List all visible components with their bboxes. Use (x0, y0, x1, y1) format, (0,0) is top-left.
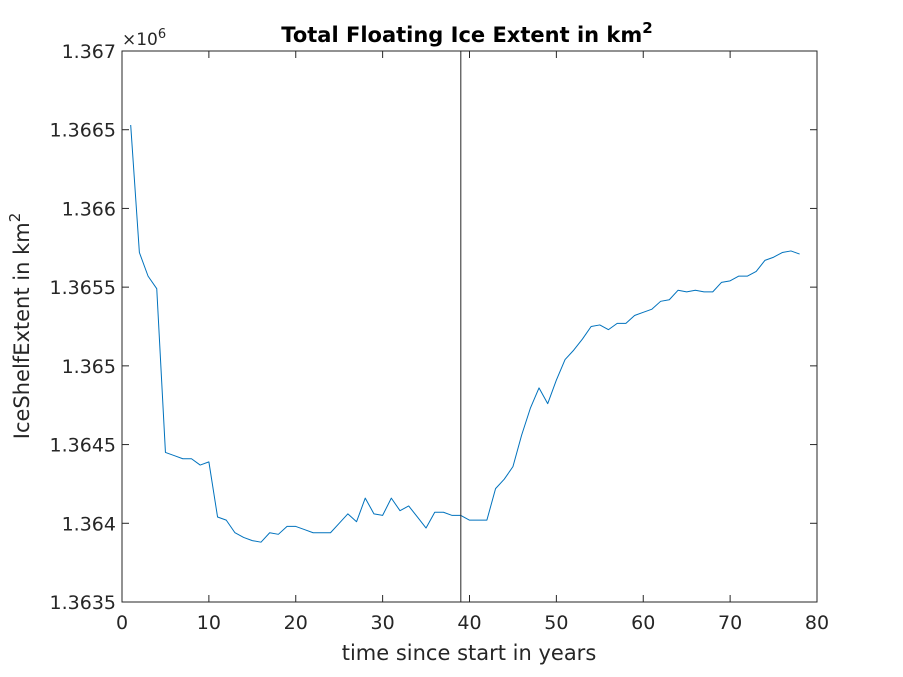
series-line (130, 124, 800, 543)
series-layer (130, 124, 800, 543)
x-tick-label: 60 (631, 612, 655, 634)
plot-area-frame (121, 50, 818, 603)
y-exponent-label: ×106 (122, 27, 166, 50)
y-axis-label-superscript: 2 (6, 213, 24, 223)
y-tick-label: 1.3645 (50, 435, 116, 457)
y-exponent-base: ×10 (122, 30, 158, 50)
x-tick-label: 0 (116, 612, 128, 634)
chart-title-superscript: 2 (642, 19, 652, 37)
x-tick-label: 50 (544, 612, 568, 634)
x-tick-label: 80 (805, 612, 829, 634)
x-tick-label: 20 (284, 612, 308, 634)
y-tick-label: 1.3665 (50, 120, 116, 142)
x-axis-ticks: 0 10 20 30 40 50 60 70 80 (116, 51, 829, 634)
y-axis-label-text: IceShelfExtent in km (10, 222, 34, 439)
y-tick-label: 1.3655 (50, 277, 116, 299)
y-tick-label: 1.365 (62, 356, 116, 378)
chart-title-text: Total Floating Ice Extent in km (281, 23, 642, 47)
y-tick-label: 1.364 (62, 513, 116, 535)
x-tick-label: 10 (197, 612, 221, 634)
x-axis-label: time since start in years (342, 641, 597, 665)
y-axis-label: IceShelfExtent in km2 (6, 213, 34, 440)
y-tick-label: 1.366 (62, 198, 116, 220)
y-exponent-power: 6 (158, 27, 166, 42)
x-tick-label: 40 (457, 612, 481, 634)
y-axis-ticks: 1.3635 1.364 1.3645 1.365 1.3655 1.366 1.3665 1… (50, 41, 817, 614)
y-tick-label: 1.3635 (50, 592, 116, 614)
chart-title: Total Floating Ice Extent in km2 (281, 19, 652, 47)
x-tick-label: 30 (371, 612, 395, 634)
x-tick-label: 70 (718, 612, 742, 634)
plot-area-background (122, 51, 817, 602)
y-tick-label: 1.367 (62, 41, 116, 63)
